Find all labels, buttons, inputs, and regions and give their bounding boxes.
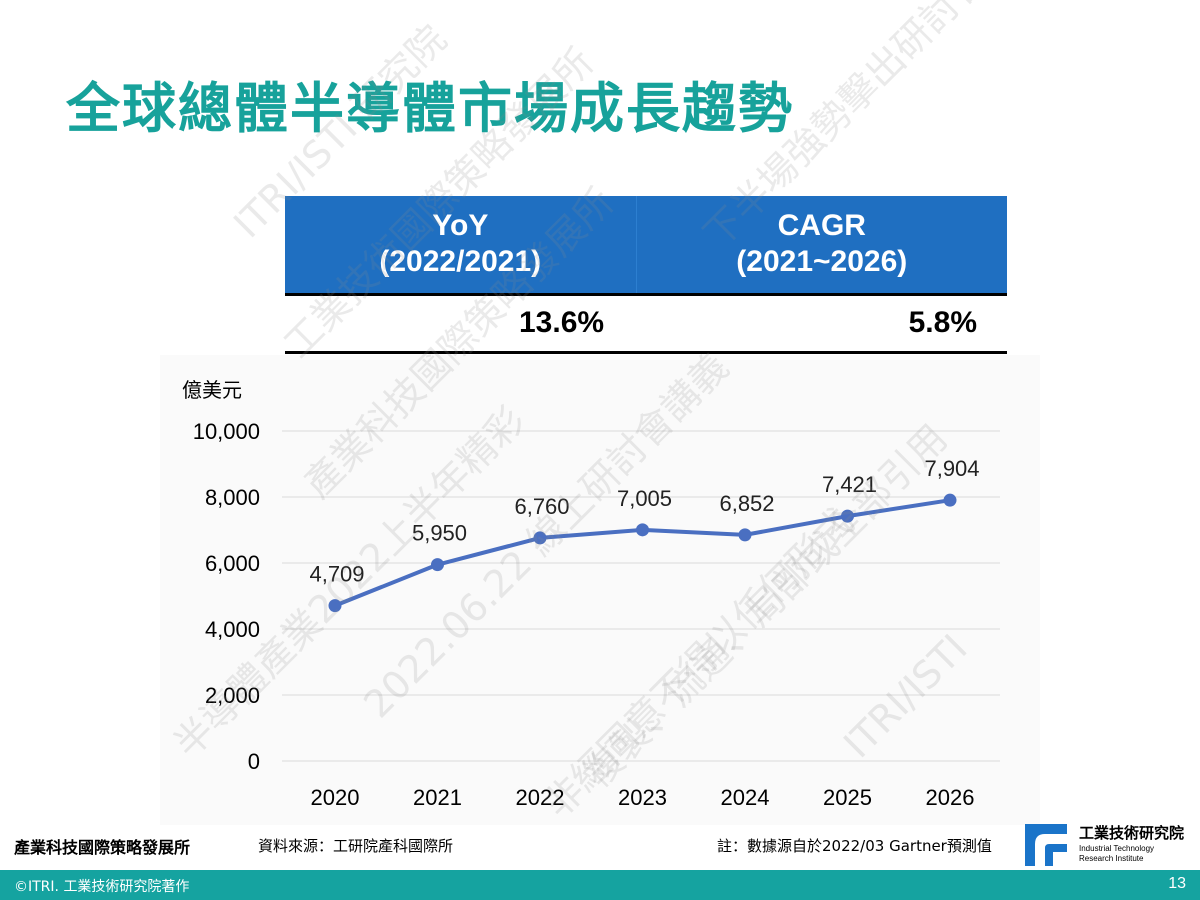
x-tick-label: 2020 — [311, 785, 360, 810]
yoy-value: 13.6% — [285, 294, 637, 354]
y-tick-label: 10,000 — [193, 419, 260, 444]
growth-stats-table: YoY (2022/2021) CAGR (2021~2026) 13.6% 5… — [285, 196, 1007, 354]
y-tick-label: 8,000 — [205, 485, 260, 510]
data-point — [533, 531, 547, 545]
x-tick-label: 2025 — [823, 785, 872, 810]
yoy-header-line1: YoY — [432, 209, 489, 243]
yoy-header-line2: (2022/2021) — [379, 245, 542, 279]
data-label: 5,950 — [412, 521, 467, 546]
data-point — [431, 558, 444, 572]
x-tick-label: 2023 — [618, 785, 667, 810]
x-tick-label: 2021 — [413, 785, 462, 810]
data-point — [738, 528, 752, 542]
market-size-line-chart: 億美元 0 2,000 4,000 6,000 8,000 10,000 2020 2021 20… — [182, 379, 1000, 810]
footer-note: 註：數據源自於2022/03 Gartner預測值 — [717, 837, 992, 855]
y-tick-label: 0 — [248, 749, 260, 774]
data-point — [943, 493, 957, 507]
cagr-header-line1: CAGR — [777, 209, 866, 243]
data-label: 6,852 — [719, 491, 774, 516]
chart-area: 億美元 0 2,000 4,000 6,000 8,000 10,000 2020 2021 20… — [160, 355, 1040, 825]
y-tick-label: 2,000 — [205, 683, 260, 708]
copyright: ©ITRI. 工業技術研究院著作 — [14, 879, 190, 895]
itri-logo-icon — [1025, 824, 1067, 866]
logo-english-line1: Industrial Technology — [1079, 844, 1155, 853]
bottom-bar: ©ITRI. 工業技術研究院著作 13 — [0, 870, 1200, 900]
series-line — [334, 498, 951, 608]
data-label: 7,421 — [822, 472, 877, 497]
cagr-value: 5.8% — [636, 294, 1007, 354]
y-tick-label: 6,000 — [205, 551, 260, 576]
data-point — [328, 599, 342, 613]
data-label: 7,904 — [924, 456, 979, 481]
x-tick-label: 2022 — [516, 785, 565, 810]
y-axis-unit-label: 億美元 — [182, 379, 242, 402]
logo-name: 工業技術研究院 — [1079, 824, 1185, 842]
data-label: 6,760 — [514, 494, 569, 519]
data-label: 7,005 — [617, 486, 672, 511]
x-tick-label: 2024 — [721, 785, 770, 810]
y-tick-label: 4,000 — [205, 617, 260, 642]
x-tick-label: 2026 — [926, 785, 975, 810]
data-point — [636, 523, 649, 537]
footer-organization: 產業科技國際策略發展所 — [14, 838, 191, 857]
slide-title: 全球總體半導體市場成長趨勢 — [66, 77, 794, 140]
data-label: 4,709 — [309, 562, 364, 587]
data-point — [841, 509, 854, 523]
footer-source: 資料來源：工研院產科國際所 — [258, 837, 454, 855]
page-number: 13 — [1168, 875, 1186, 892]
cagr-header: CAGR (2021~2026) — [635, 196, 1007, 296]
yoy-header: YoY (2022/2021) — [285, 196, 637, 296]
logo-english-line2: Research Institute — [1079, 854, 1144, 863]
cagr-header-line2: (2021~2026) — [736, 245, 908, 279]
itri-logo: 工業技術研究院 Industrial Technology Research I… — [1025, 822, 1195, 868]
